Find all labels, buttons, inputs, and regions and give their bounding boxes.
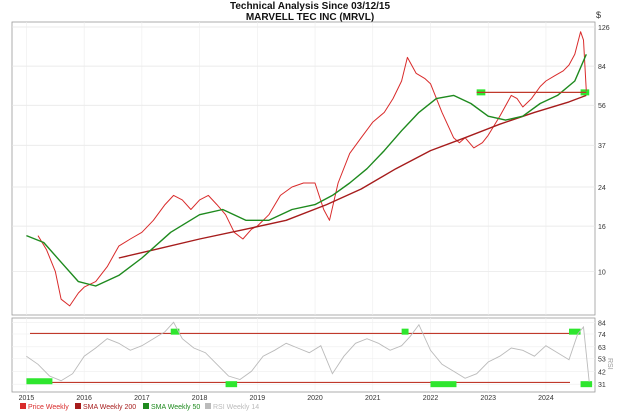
rsi-line bbox=[26, 321, 590, 382]
rsi-oversold-marker bbox=[26, 378, 53, 385]
rsi-axis-label: RSI bbox=[606, 358, 613, 370]
x-tick: 2020 bbox=[307, 395, 323, 402]
x-tick: 2022 bbox=[423, 395, 439, 402]
rsi-y-tick: 74 bbox=[598, 332, 606, 339]
currency-symbol: $ bbox=[596, 10, 602, 20]
price-y-tick: 16 bbox=[598, 224, 606, 231]
legend-label: RSI Weekly 14 bbox=[213, 404, 259, 411]
rsi-oversold-marker bbox=[225, 381, 238, 388]
price-y-tick: 37 bbox=[598, 143, 606, 150]
rsi-overbought-marker bbox=[569, 328, 581, 335]
rsi-overbought-marker bbox=[170, 328, 180, 335]
rsi-panel-frame bbox=[11, 317, 596, 393]
signal-highlights bbox=[26, 89, 593, 388]
rsi-y-tick: 84 bbox=[598, 320, 606, 327]
chart-subtitle: MARVELL TEC INC (MRVL) bbox=[245, 12, 375, 23]
rsi-overbought-marker bbox=[401, 328, 409, 335]
sma-200-line bbox=[118, 94, 587, 259]
x-tick: 2017 bbox=[134, 395, 150, 402]
price-weekly-line bbox=[37, 31, 587, 307]
legend-swatch bbox=[143, 403, 149, 409]
x-tick: 2024 bbox=[538, 395, 554, 402]
chart-title: Technical Analysis Since 03/12/15 bbox=[229, 1, 391, 12]
x-tick: 2015 bbox=[19, 395, 35, 402]
rsi-oversold-marker bbox=[430, 381, 457, 388]
legend-label: SMA Weekly 200 bbox=[83, 404, 136, 411]
series-lines bbox=[26, 31, 590, 382]
rsi-y-tick: 63 bbox=[598, 345, 606, 352]
rsi-y-tick: 31 bbox=[598, 382, 606, 389]
price-y-tick: 24 bbox=[598, 185, 606, 192]
price-y-tick: 84 bbox=[598, 64, 606, 71]
rsi-y-tick: 53 bbox=[598, 357, 606, 364]
legend-swatch bbox=[75, 403, 81, 409]
legend-swatch bbox=[20, 403, 26, 409]
legend-label: Price Weekly bbox=[28, 404, 69, 411]
x-tick: 2016 bbox=[76, 395, 92, 402]
tick-labels: 126 84 56 37 24 16 10 84 74 63 53 42 31 2015 2016 2017 2… bbox=[19, 25, 610, 402]
x-tick: 2018 bbox=[192, 395, 208, 402]
rsi-y-tick: 42 bbox=[598, 369, 606, 376]
x-tick: 2023 bbox=[480, 395, 496, 402]
x-tick: 2019 bbox=[250, 395, 266, 402]
price-panel-frame bbox=[11, 21, 596, 316]
price-y-tick: 126 bbox=[598, 25, 610, 32]
price-y-tick: 10 bbox=[598, 269, 606, 276]
rsi-oversold-marker bbox=[580, 381, 593, 388]
grid-lines bbox=[12, 22, 595, 392]
price-y-tick: 56 bbox=[598, 103, 606, 110]
legend-swatch bbox=[205, 403, 211, 409]
x-tick: 2021 bbox=[365, 395, 381, 402]
sma-50-line bbox=[26, 54, 587, 287]
legend-label: SMA Weekly 50 bbox=[151, 404, 200, 411]
legend: Price Weekly SMA Weekly 200 SMA Weekly 50 R… bbox=[20, 403, 259, 411]
